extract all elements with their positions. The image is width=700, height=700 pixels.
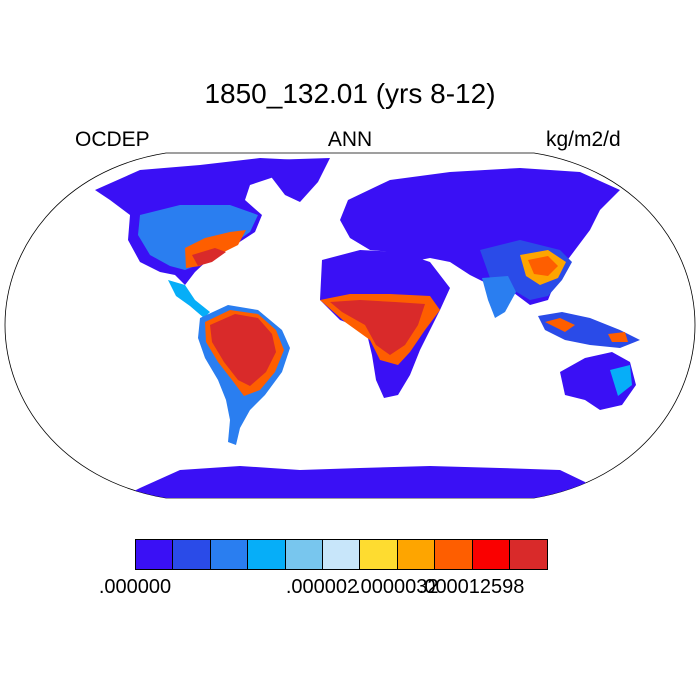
colorbar-tick-label: .000012598 <box>418 576 525 598</box>
units-label: kg/m2/d <box>546 128 621 151</box>
colorbar-swatch <box>435 540 473 569</box>
colorbar-swatch <box>397 540 436 569</box>
colorbar-swatch <box>360 540 398 569</box>
colorbar-swatch <box>285 540 323 569</box>
central-america <box>168 280 210 318</box>
colorbar-swatch <box>322 540 361 569</box>
asia-core <box>528 256 558 276</box>
colorbar-swatch <box>136 540 174 569</box>
colorbar-tick-label: .000000 <box>98 576 172 598</box>
map-title: 1850_132.01 (yrs 8-12) <box>204 78 496 109</box>
colorbar <box>135 539 549 570</box>
south-america-core <box>210 314 276 386</box>
colorbar-tick-label: .000002 <box>285 576 359 598</box>
colorbar-swatch <box>210 540 249 569</box>
north-america-southeast <box>192 248 226 266</box>
india <box>482 276 516 318</box>
greenland <box>268 158 330 202</box>
australia-east <box>610 365 632 396</box>
colorbar-swatch <box>509 540 548 569</box>
colorbar-swatch <box>248 540 286 569</box>
antarctica <box>120 466 600 498</box>
colorbar-tick-label: .0000032 <box>355 576 439 598</box>
variable-label: OCDEP <box>75 128 150 151</box>
australia <box>560 352 636 410</box>
maritime-se-asia-core <box>545 318 628 342</box>
africa-core <box>330 300 425 355</box>
season-label: ANN <box>327 128 373 151</box>
colorbar-swatch <box>472 540 510 569</box>
north-america-mid <box>138 205 258 270</box>
colorbar-swatch <box>173 540 211 569</box>
